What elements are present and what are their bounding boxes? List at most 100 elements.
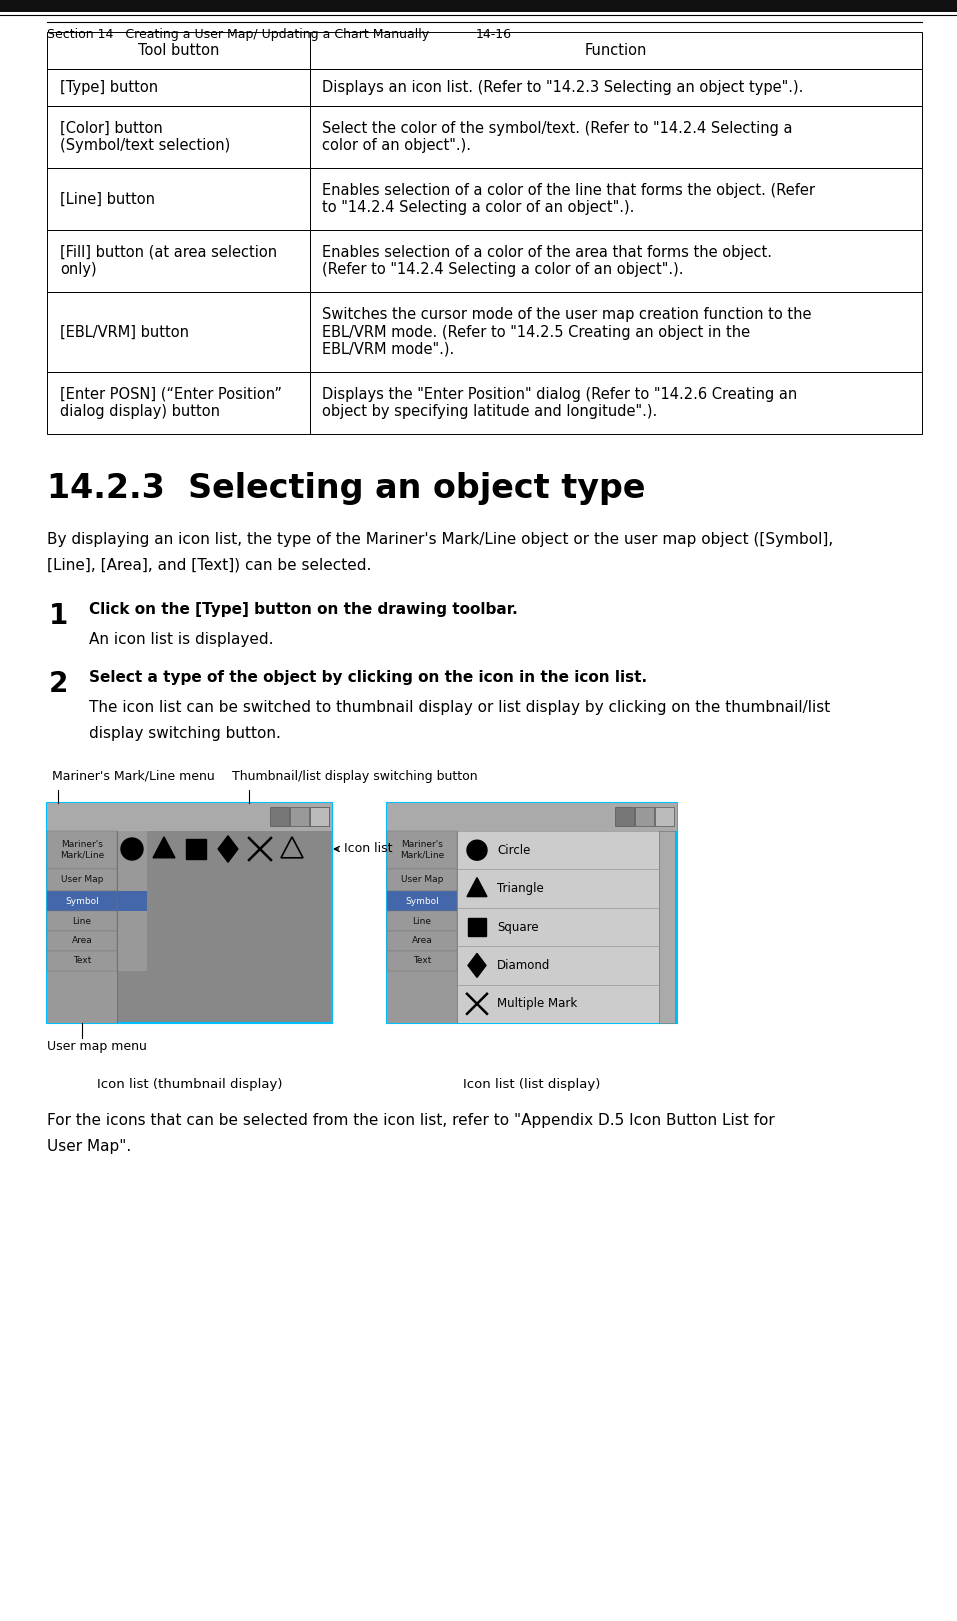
Bar [387, 832, 457, 869]
Text: Tool button: Tool button [138, 44, 219, 58]
Bar [47, 952, 117, 971]
Text: Click on the [Type] button on the drawing toolbar.: Click on the [Type] button on the drawin… [89, 601, 518, 618]
Text: 1: 1 [49, 601, 68, 631]
Circle shape [121, 838, 143, 861]
Text: Multiple Mark: Multiple Mark [497, 997, 577, 1010]
Bar [47, 802, 332, 1023]
Bar [387, 930, 457, 952]
Bar [635, 807, 654, 827]
Bar [387, 832, 457, 1023]
Text: Icon list (thumbnail display): Icon list (thumbnail display) [97, 1078, 282, 1091]
Bar [290, 807, 309, 827]
Polygon shape [467, 877, 487, 896]
Bar [615, 807, 634, 827]
Text: The icon list can be switched to thumbnail display or list display by clicking o: The icon list can be switched to thumbna… [89, 700, 831, 715]
Text: [Color] button
(Symbol/text selection): [Color] button (Symbol/text selection) [60, 122, 231, 154]
Bar [309, 169, 922, 230]
Text: An icon list is displayed.: An icon list is displayed. [89, 632, 274, 647]
Bar [659, 832, 675, 1023]
Bar [47, 802, 332, 832]
Text: User Map".: User Map". [47, 1140, 131, 1154]
Text: 14-16: 14-16 [476, 28, 512, 41]
Bar [310, 807, 329, 827]
Bar [47, 230, 309, 292]
Text: Symbol: Symbol [65, 896, 99, 906]
Text: By displaying an icon list, the type of the Mariner's Mark/Line object or the us: By displaying an icon list, the type of … [47, 532, 834, 546]
Bar [186, 840, 206, 859]
Bar [387, 802, 677, 1023]
Text: 2: 2 [49, 669, 68, 699]
Bar [655, 807, 674, 827]
Bar [47, 869, 117, 892]
Bar [309, 105, 922, 169]
Text: display switching button.: display switching button. [89, 726, 280, 741]
Text: Symbol: Symbol [405, 896, 439, 906]
Text: [Line] button: [Line] button [60, 191, 155, 206]
Text: Area: Area [412, 937, 433, 945]
Text: [Type] button: [Type] button [60, 79, 158, 96]
Bar [387, 869, 457, 892]
Text: Triangle: Triangle [497, 882, 544, 895]
Text: Mariner's Mark/Line menu: Mariner's Mark/Line menu [52, 770, 214, 783]
Bar [270, 807, 289, 827]
Polygon shape [468, 953, 486, 977]
Text: Square: Square [497, 921, 539, 934]
Text: Text: Text [73, 956, 91, 966]
Bar [309, 230, 922, 292]
Text: Select the color of the symbol/text. (Refer to "14.2.4 Selecting a
color of an o: Select the color of the symbol/text. (Re… [323, 122, 793, 154]
Text: [Fill] button (at area selection
only): [Fill] button (at area selection only) [60, 245, 278, 277]
Circle shape [467, 840, 487, 861]
Bar [47, 930, 117, 952]
Text: Switches the cursor mode of the user map creation function to the
EBL/VRM mode. : Switches the cursor mode of the user map… [323, 306, 812, 357]
Bar [47, 169, 309, 230]
Bar [309, 70, 922, 105]
Text: [Enter POSN] (“Enter Position”
dialog display) button: [Enter POSN] (“Enter Position” dialog di… [60, 387, 282, 420]
Text: Displays an icon list. (Refer to "14.2.3 Selecting an object type".).: Displays an icon list. (Refer to "14.2.3… [323, 79, 804, 96]
Bar [47, 892, 117, 911]
Bar [387, 892, 457, 911]
Bar [117, 952, 147, 971]
Text: User Map: User Map [61, 875, 103, 885]
Text: Text: Text [412, 956, 432, 966]
Text: User Map: User Map [401, 875, 443, 885]
Text: Mariner's
Mark/Line: Mariner's Mark/Line [400, 840, 444, 859]
Bar [117, 930, 147, 952]
Text: Icon list (list display): Icon list (list display) [463, 1078, 601, 1091]
Bar [387, 952, 457, 971]
Bar [47, 371, 309, 434]
Bar [47, 292, 309, 371]
Text: Enables selection of a color of the line that forms the object. (Refer
to "14.2.: Enables selection of a color of the line… [323, 183, 815, 216]
Polygon shape [153, 836, 175, 858]
Text: Select a type of the object by clicking on the icon in the icon list.: Select a type of the object by clicking … [89, 669, 647, 686]
Bar [457, 832, 659, 1023]
Bar [309, 371, 922, 434]
Bar [387, 911, 457, 930]
Bar [0, 0, 957, 11]
Bar [117, 892, 147, 911]
Text: Line: Line [73, 916, 92, 926]
Bar [47, 70, 309, 105]
Bar [387, 802, 677, 832]
Bar [468, 917, 486, 935]
Text: [Line], [Area], and [Text]) can be selected.: [Line], [Area], and [Text]) can be selec… [47, 558, 371, 572]
Text: Thumbnail/list display switching button: Thumbnail/list display switching button [232, 770, 478, 783]
Text: Line: Line [412, 916, 432, 926]
Bar [47, 832, 117, 869]
Text: User map menu: User map menu [47, 1041, 146, 1054]
Polygon shape [218, 836, 238, 862]
Text: Area: Area [72, 937, 93, 945]
Text: [EBL/VRM] button: [EBL/VRM] button [60, 324, 189, 339]
Text: Icon list: Icon list [334, 843, 392, 856]
Bar [47, 105, 309, 169]
Bar [310, 807, 329, 827]
Bar [117, 832, 147, 869]
Bar [309, 32, 922, 70]
Text: Enables selection of a color of the area that forms the object.
(Refer to "14.2.: Enables selection of a color of the area… [323, 245, 772, 277]
Bar [117, 911, 147, 930]
Bar [117, 869, 147, 892]
Text: Mariner's
Mark/Line: Mariner's Mark/Line [60, 840, 104, 859]
Bar [47, 32, 309, 70]
Text: Section 14   Creating a User Map/ Updating a Chart Manually: Section 14 Creating a User Map/ Updating… [47, 28, 429, 41]
Text: Displays the "Enter Position" dialog (Refer to "14.2.6 Creating an
object by spe: Displays the "Enter Position" dialog (Re… [323, 387, 798, 420]
Text: 14.2.3  Selecting an object type: 14.2.3 Selecting an object type [47, 472, 646, 506]
